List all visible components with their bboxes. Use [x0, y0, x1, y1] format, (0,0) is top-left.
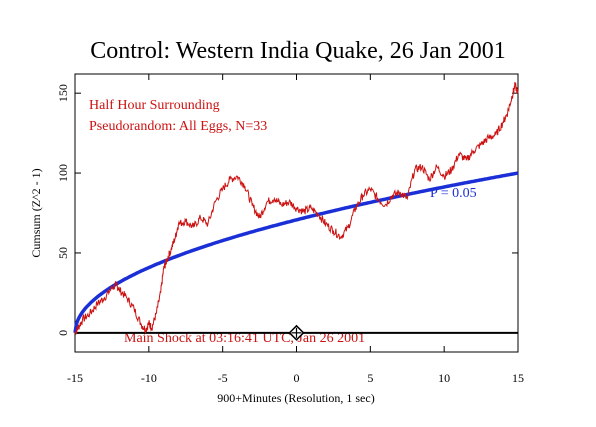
x-tick-label: -15: [67, 371, 83, 385]
x-tick-label: 10: [438, 371, 450, 385]
annotation-pseudorandom: Pseudorandom: All Eggs, N=33: [89, 119, 267, 134]
plot-frame: [74, 73, 519, 353]
event-marker-icon: [288, 324, 305, 341]
y-tick-label: 150: [56, 84, 70, 102]
annotation-half-hour: Half Hour Surrounding: [89, 98, 220, 113]
cumsum-data-line: [74, 82, 519, 335]
probability-envelope-line: [73, 171, 519, 334]
y-tick-label: 100: [56, 164, 70, 182]
x-tick-label: 15: [512, 371, 524, 385]
marker-layer: [288, 324, 305, 341]
x-tick-label: 0: [294, 371, 300, 385]
x-axis-label: 900+Minutes (Resolution, 1 sec): [217, 391, 374, 405]
y-tick-label: 0: [56, 330, 70, 336]
y-axis-label: Cumsum (Z^2 - 1): [29, 168, 43, 257]
probability-label: P = 0.05: [430, 186, 477, 201]
x-tick-label: -10: [141, 371, 157, 385]
annotation-main-shock: Main Shock at 03:16:41 UTC, Jan 26 2001: [124, 331, 365, 346]
x-tick-label: 5: [367, 371, 373, 385]
x-tick-label: -5: [218, 371, 228, 385]
chart-title: Control: Western India Quake, 26 Jan 200…: [90, 38, 506, 64]
y-tick-label: 50: [56, 247, 70, 259]
